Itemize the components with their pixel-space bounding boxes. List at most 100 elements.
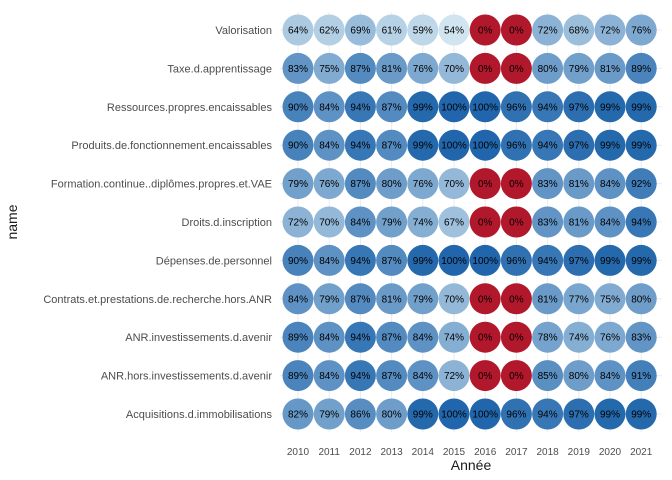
heatmap-cell (500, 52, 532, 84)
cell-value-label: 75% (319, 64, 339, 75)
heatmap-cell (532, 91, 564, 123)
heatmap-cell (594, 129, 626, 161)
heatmap-cell (407, 398, 439, 430)
heatmap-cell (594, 168, 626, 200)
cell-value-label: 87% (382, 333, 402, 344)
cell-value-label: 81% (600, 64, 620, 75)
cell-value-label: 84% (413, 371, 433, 382)
heatmap-cell (344, 168, 376, 200)
heatmap-cell (282, 206, 314, 238)
heatmap-cell (594, 244, 626, 276)
heatmap-cell (594, 52, 626, 84)
cell-value-label: 0% (478, 294, 493, 305)
cell-value-label: 99% (631, 102, 651, 113)
heatmap-cell (500, 321, 532, 353)
heatmap-cell (438, 321, 470, 353)
y-tick-label: ANR.hors.investissements.d.avenir (101, 371, 273, 383)
cell-value-label: 83% (631, 333, 651, 344)
heatmap-cell (344, 360, 376, 392)
heatmap-cell (563, 14, 595, 46)
cell-value-label: 87% (350, 179, 370, 190)
cell-value-label: 80% (631, 294, 651, 305)
cell-value-label: 0% (509, 26, 524, 37)
heatmap-cell (282, 244, 314, 276)
cell-value-label: 99% (413, 410, 433, 421)
x-tick-label: 2018 (536, 447, 559, 458)
heatmap-cell (282, 321, 314, 353)
heatmap-cell (532, 360, 564, 392)
y-tick-label: Ressources.propres.encaissables (107, 102, 273, 114)
cell-value-label: 59% (413, 26, 433, 37)
heatmap-cell (282, 398, 314, 430)
cell-value-label: 94% (350, 371, 370, 382)
cell-value-label: 76% (319, 179, 339, 190)
cell-value-label: 80% (538, 64, 558, 75)
cell-value-label: 84% (413, 333, 433, 344)
cell-value-label: 81% (569, 179, 589, 190)
heatmap-cell (376, 360, 408, 392)
cell-value-label: 97% (569, 410, 589, 421)
cell-value-label: 54% (444, 26, 464, 37)
cell-value-label: 99% (631, 256, 651, 267)
heatmap-cell (376, 168, 408, 200)
cell-value-label: 89% (288, 333, 308, 344)
cell-value-label: 67% (444, 218, 464, 229)
heatmap-cell (407, 360, 439, 392)
cell-value-label: 96% (506, 102, 526, 113)
heatmap-cell (344, 52, 376, 84)
cells-layer: 64% 62% 69% 61% 59% 54% 0% 0% 72% 68% 72% 76% 83% 75%… (282, 14, 657, 430)
heatmap-cell (282, 168, 314, 200)
cell-value-label: 87% (350, 294, 370, 305)
cell-value-label: 77% (569, 294, 589, 305)
cell-value-label: 94% (350, 102, 370, 113)
heatmap-cell (438, 129, 470, 161)
heatmap-cell (313, 52, 345, 84)
cell-value-label: 97% (569, 141, 589, 152)
heatmap-cell (282, 52, 314, 84)
cell-value-label: 62% (319, 26, 339, 37)
cell-value-label: 99% (413, 102, 433, 113)
cell-value-label: 81% (382, 64, 402, 75)
heatmap-cell (344, 283, 376, 315)
cell-value-label: 100% (441, 410, 467, 421)
cell-value-label: 74% (413, 218, 433, 229)
heatmap-cell (282, 129, 314, 161)
heatmap-cell (532, 168, 564, 200)
heatmap-cell (438, 168, 470, 200)
cell-value-label: 97% (569, 102, 589, 113)
cell-value-label: 85% (538, 371, 558, 382)
cell-value-label: 91% (631, 371, 651, 382)
heatmap-cell (438, 206, 470, 238)
x-tick-label: 2021 (630, 447, 653, 458)
cell-value-label: 79% (413, 294, 433, 305)
cell-value-label: 74% (569, 333, 589, 344)
heatmap-cell (313, 244, 345, 276)
heatmap-cell (313, 398, 345, 430)
heatmap-cell (376, 398, 408, 430)
x-tick-label: 2011 (318, 447, 340, 458)
heatmap-cell (500, 129, 532, 161)
cell-value-label: 92% (631, 179, 651, 190)
cell-value-label: 96% (506, 256, 526, 267)
x-tick-label: 2015 (443, 447, 466, 458)
cell-value-label: 97% (569, 256, 589, 267)
cell-value-label: 94% (350, 256, 370, 267)
heatmap-cell (313, 14, 345, 46)
cell-value-label: 96% (506, 410, 526, 421)
cell-value-label: 0% (509, 294, 524, 305)
cell-value-label: 0% (509, 64, 524, 75)
heatmap-cell (344, 14, 376, 46)
heatmap-cell (376, 52, 408, 84)
cell-value-label: 72% (600, 26, 620, 37)
cell-value-label: 94% (631, 218, 651, 229)
cell-value-label: 70% (444, 294, 464, 305)
x-tick-label: 2017 (505, 447, 528, 458)
heatmap-cell (532, 283, 564, 315)
cell-value-label: 99% (600, 410, 620, 421)
y-tick-label: Acquisitions.d.immobilisations (126, 409, 273, 421)
heatmap-cell (500, 244, 532, 276)
cell-value-label: 72% (288, 218, 308, 229)
cell-value-label: 90% (288, 256, 308, 267)
cell-value-label: 100% (441, 256, 467, 267)
heatmap-cell (438, 244, 470, 276)
